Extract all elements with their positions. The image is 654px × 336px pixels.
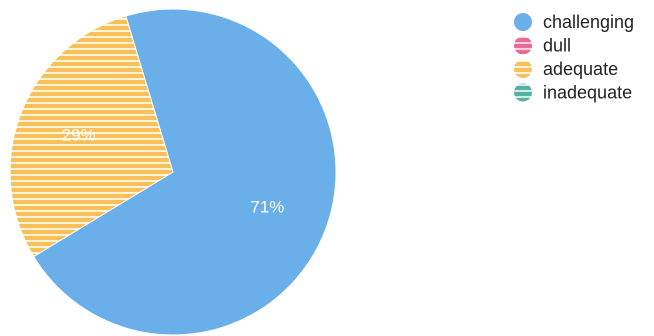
- legend-marker-adequate: [514, 60, 532, 78]
- legend-item-dull: dull: [514, 36, 571, 56]
- pie-slice-adequate: [9, 15, 174, 258]
- legend-item-challenging: challenging: [514, 12, 634, 32]
- legend-label-dull: dull: [543, 36, 571, 56]
- legend-item-adequate: adequate: [514, 59, 618, 79]
- legend-marker-inadequate: [514, 83, 532, 102]
- label-layer: 71% 29%: [62, 125, 285, 216]
- legend-marker-challenging: [514, 13, 532, 31]
- legend: challenging dull adequate inadequate: [514, 12, 634, 103]
- legend-marker-dull: [514, 36, 532, 55]
- pie-slice-challenging: [32, 8, 337, 336]
- legend-label-adequate: adequate: [543, 59, 618, 79]
- legend-label-challenging: challenging: [543, 12, 634, 32]
- legend-item-inadequate: inadequate: [514, 83, 632, 103]
- pie-label-challenging: 71%: [250, 198, 284, 217]
- slice-layer: [9, 8, 337, 336]
- pie-label-adequate: 29%: [62, 125, 96, 144]
- legend-label-inadequate: inadequate: [543, 83, 632, 103]
